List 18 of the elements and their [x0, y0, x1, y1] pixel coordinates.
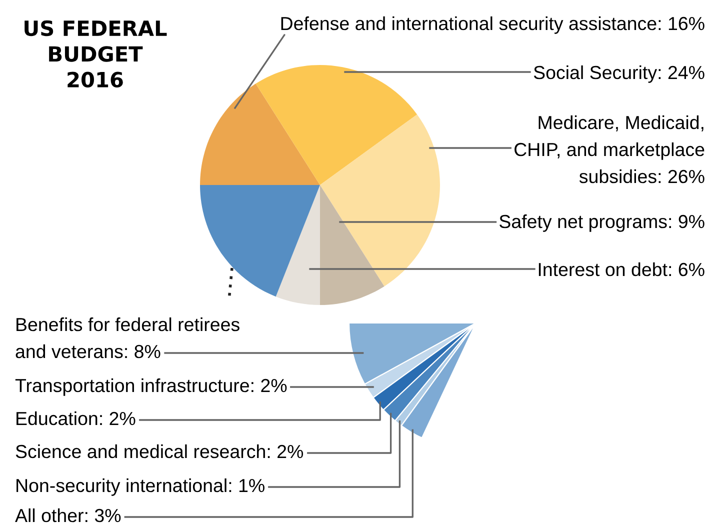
slice-label: Social Security: 24%	[534, 65, 704, 83]
slice-label: Transportation infrastructure: 2%	[15, 378, 287, 396]
pie-slice	[200, 84, 320, 185]
slice-label: Education: 2%	[16, 411, 136, 426]
text: US FEDERAL BUDGET 2016	[24, 20, 167, 88]
pie-slice	[320, 114, 440, 286]
slice-label: All other: 3%	[15, 508, 121, 522]
slice-label: Safety net programs: 9%	[500, 214, 704, 232]
slice-label: Defense and international security assistance: 16%	[281, 16, 704, 34]
slice-label: Interest on debt: 6%	[538, 262, 704, 276]
slice-label: Benefits for federal retirees and veterans: 8%	[16, 317, 240, 358]
slice-label: Non-security international: 1%	[16, 478, 264, 496]
pie-slice	[256, 65, 418, 185]
pie-slice	[200, 185, 320, 297]
slice-label: Science and medical research: 2%	[16, 444, 304, 458]
pie-slice	[320, 185, 384, 305]
pie-slice	[276, 185, 320, 305]
slice-label: Medicare, Medicaid, CHIP, and marketplace subsidies: 26%	[514, 115, 704, 184]
